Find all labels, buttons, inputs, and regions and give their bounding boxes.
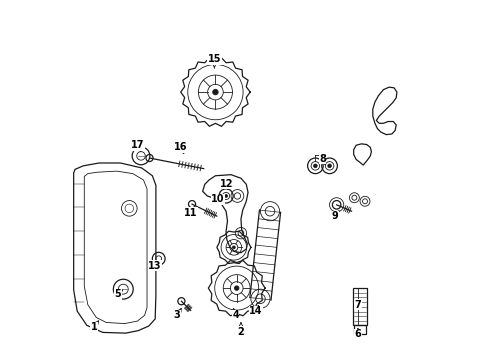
Circle shape [327,164,331,168]
Text: 7: 7 [354,300,361,310]
Text: 17: 17 [130,140,144,152]
Text: 6: 6 [354,329,361,339]
Text: 8: 8 [318,154,325,165]
Circle shape [234,286,239,290]
Circle shape [224,194,227,197]
Text: 15: 15 [207,54,221,68]
Text: 10: 10 [211,194,224,204]
Text: 2: 2 [237,323,244,337]
Text: 14: 14 [248,305,262,316]
Text: 9: 9 [331,211,338,221]
Circle shape [232,246,235,249]
Text: 12: 12 [220,179,233,189]
Text: 16: 16 [174,143,187,154]
Text: 3: 3 [173,309,181,320]
Text: 4: 4 [232,309,239,320]
Circle shape [212,89,218,95]
Circle shape [313,164,317,168]
Text: 5: 5 [114,289,122,299]
Text: 1: 1 [90,321,99,332]
Text: 13: 13 [148,261,162,271]
Text: 11: 11 [183,208,197,217]
